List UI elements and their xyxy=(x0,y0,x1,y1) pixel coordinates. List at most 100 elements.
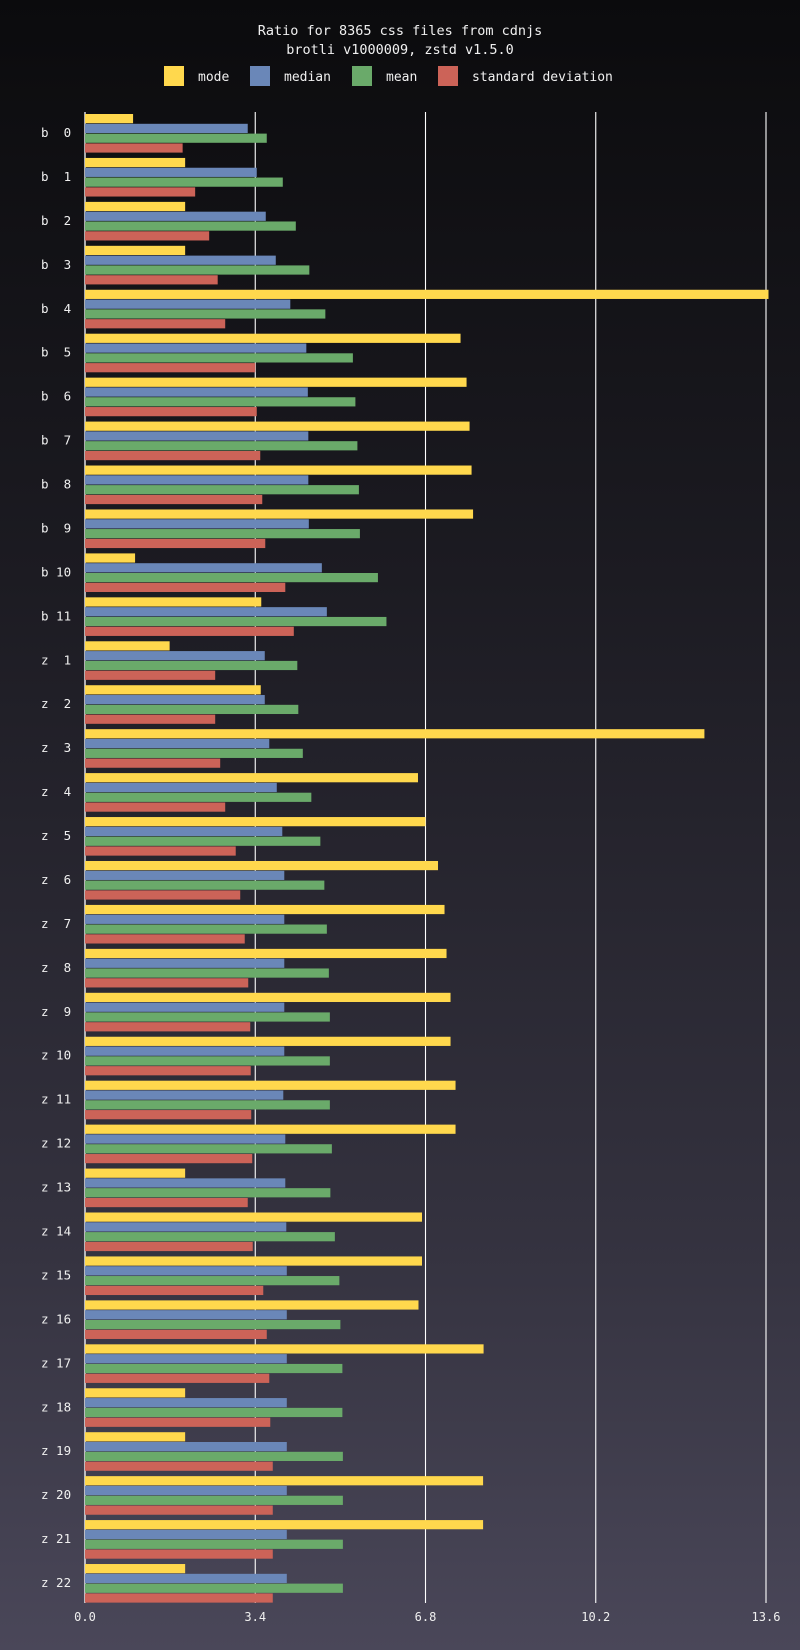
bar-mode-0 xyxy=(85,114,134,124)
bar-mode-26 xyxy=(85,1256,422,1266)
bar-median-18 xyxy=(85,914,285,924)
bar-median-32 xyxy=(85,1529,287,1540)
bar-mean-1 xyxy=(85,177,283,187)
bar-mean-3 xyxy=(85,265,310,275)
category-label-19: z 8 xyxy=(41,960,71,975)
bar-mode-4 xyxy=(85,289,769,299)
category-label-13: z 2 xyxy=(41,696,71,711)
bar-mode-17 xyxy=(85,860,439,871)
category-label-23: z 12 xyxy=(41,1136,71,1151)
bar-standard-deviation-29 xyxy=(85,1417,271,1427)
bar-mode-8 xyxy=(85,465,472,475)
bar-mean-23 xyxy=(85,1144,332,1154)
bar-mode-7 xyxy=(85,421,470,431)
bar-mode-6 xyxy=(85,377,467,387)
x-tick-label-1: 3.4 xyxy=(244,1610,266,1624)
bar-median-26 xyxy=(85,1266,287,1276)
bar-standard-deviation-25 xyxy=(85,1241,253,1252)
bar-median-24 xyxy=(85,1178,286,1188)
bar-standard-deviation-4 xyxy=(85,319,226,329)
bar-standard-deviation-3 xyxy=(85,275,218,285)
bar-standard-deviation-16 xyxy=(85,846,236,856)
bar-mean-29 xyxy=(85,1407,343,1418)
legend: mode median mean standard deviation xyxy=(164,66,613,86)
category-label-20: z 9 xyxy=(41,1004,71,1019)
bar-median-14 xyxy=(85,738,270,749)
bar-median-16 xyxy=(85,826,283,837)
bar-mean-17 xyxy=(85,880,325,890)
category-label-24: z 13 xyxy=(41,1180,71,1195)
bar-mode-15 xyxy=(85,773,418,783)
bar-median-20 xyxy=(85,1002,285,1012)
bar-standard-deviation-0 xyxy=(85,143,183,153)
bar-mode-19 xyxy=(85,948,447,959)
bar-median-7 xyxy=(85,431,309,441)
category-label-29: z 18 xyxy=(41,1399,71,1414)
bar-mode-10 xyxy=(85,553,136,563)
category-label-9: b 9 xyxy=(41,520,71,535)
bar-mode-3 xyxy=(85,245,186,256)
category-label-18: z 7 xyxy=(41,916,71,931)
bar-mode-21 xyxy=(85,1036,451,1046)
bar-median-10 xyxy=(85,563,322,573)
bar-standard-deviation-21 xyxy=(85,1066,251,1076)
bar-mode-27 xyxy=(85,1300,419,1310)
bar-mode-18 xyxy=(85,904,445,915)
bar-median-8 xyxy=(85,475,309,485)
bar-mode-24 xyxy=(85,1168,186,1178)
bar-median-15 xyxy=(85,782,277,793)
category-label-5: b 5 xyxy=(41,345,71,360)
bar-median-29 xyxy=(85,1398,287,1408)
bar-mode-20 xyxy=(85,992,451,1002)
category-label-6: b 6 xyxy=(41,389,71,404)
category-label-7: b 7 xyxy=(41,433,71,448)
bar-mean-24 xyxy=(85,1188,331,1198)
bar-mean-21 xyxy=(85,1056,330,1066)
bar-mean-4 xyxy=(85,309,326,319)
bar-median-0 xyxy=(85,123,248,133)
bar-standard-deviation-19 xyxy=(85,978,249,988)
bar-mean-14 xyxy=(85,748,303,758)
category-label-32: z 21 xyxy=(41,1531,71,1546)
legend-swatch-0 xyxy=(164,66,184,86)
bar-mean-27 xyxy=(85,1319,341,1330)
bar-mode-30 xyxy=(85,1432,186,1442)
bar-mean-16 xyxy=(85,836,321,846)
category-label-3: b 3 xyxy=(41,257,71,272)
bar-standard-deviation-26 xyxy=(85,1285,264,1296)
bar-mode-25 xyxy=(85,1212,422,1222)
category-label-33: z 22 xyxy=(41,1575,71,1590)
bar-mean-7 xyxy=(85,441,358,451)
legend-label-2: mean xyxy=(386,70,417,85)
bar-mean-18 xyxy=(85,924,327,934)
bar-standard-deviation-20 xyxy=(85,1022,251,1032)
bar-standard-deviation-28 xyxy=(85,1373,270,1383)
bar-mean-26 xyxy=(85,1276,340,1286)
category-label-16: z 5 xyxy=(41,828,71,843)
bar-mean-33 xyxy=(85,1583,343,1593)
bar-median-9 xyxy=(85,519,309,529)
bar-mean-5 xyxy=(85,353,353,363)
bar-median-19 xyxy=(85,958,285,968)
bar-median-3 xyxy=(85,255,276,265)
bar-mode-22 xyxy=(85,1080,456,1090)
category-label-31: z 20 xyxy=(41,1487,71,1502)
bar-median-11 xyxy=(85,607,327,617)
bar-standard-deviation-32 xyxy=(85,1549,273,1559)
bar-standard-deviation-17 xyxy=(85,890,241,900)
bar-median-33 xyxy=(85,1573,287,1584)
bar-standard-deviation-5 xyxy=(85,363,256,373)
legend-label-3: standard deviation xyxy=(472,70,613,85)
bar-median-28 xyxy=(85,1354,287,1364)
chart-subtitle: brotli v1000009, zstd v1.5.0 xyxy=(286,42,514,58)
category-label-14: z 3 xyxy=(41,740,71,755)
bar-standard-deviation-24 xyxy=(85,1197,248,1208)
category-label-27: z 16 xyxy=(41,1311,71,1326)
category-label-8: b 8 xyxy=(41,477,71,492)
category-label-12: z 1 xyxy=(41,652,71,667)
category-label-28: z 17 xyxy=(41,1355,71,1370)
bar-median-30 xyxy=(85,1442,287,1452)
x-tick-label-3: 10.2 xyxy=(581,1610,610,1624)
bar-mode-16 xyxy=(85,817,426,827)
